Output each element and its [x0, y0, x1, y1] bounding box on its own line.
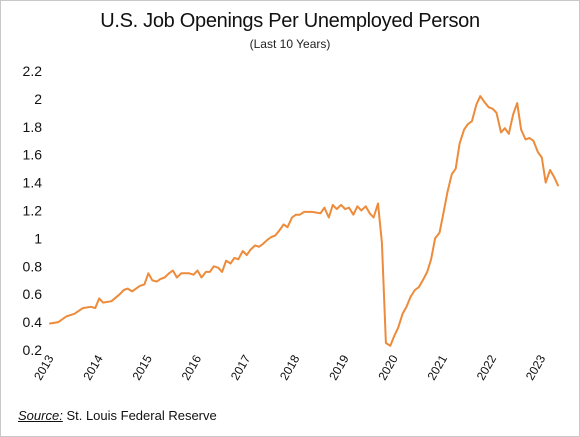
x-tick-label: 2020 — [375, 352, 401, 382]
x-tick-label: 2015 — [129, 352, 155, 382]
y-tick-label: 0.6 — [23, 286, 43, 302]
y-tick-label: 0.2 — [23, 342, 43, 358]
y-tick-label: 1.2 — [23, 203, 43, 219]
chart-title: U.S. Job Openings Per Unemployed Person — [100, 10, 480, 32]
y-tick-label: 1 — [34, 230, 42, 246]
y-tick-label: 0.4 — [23, 314, 43, 330]
chart-subtitle: (Last 10 Years) — [249, 37, 331, 51]
x-axis: 2013 2014 2015 2016 2017 2018 2019 2020 2021 2022… — [31, 352, 548, 382]
source-note: Source: St. Louis Federal Reserve — [18, 408, 217, 423]
y-tick-label: 1.4 — [23, 175, 43, 191]
x-tick-label: 2019 — [326, 352, 352, 382]
x-tick-label: 2022 — [474, 352, 500, 382]
source-text: St. Louis Federal Reserve — [66, 408, 217, 423]
x-tick-label: 2016 — [179, 352, 205, 382]
y-tick-label: 0.8 — [23, 258, 43, 274]
series-layer — [49, 95, 559, 347]
y-tick-label: 1.6 — [23, 147, 43, 163]
y-tick-label: 2.2 — [23, 63, 43, 79]
x-tick-label: 2023 — [523, 352, 549, 382]
x-tick-label: 2021 — [425, 352, 451, 382]
x-tick-label: 2014 — [80, 352, 106, 382]
x-tick-label: 2017 — [228, 352, 254, 382]
y-tick-label: 1.8 — [23, 119, 43, 135]
y-axis: 0.2 0.4 0.6 0.8 1 1.2 1.4 1.6 1.8 2 2.2 — [23, 63, 43, 358]
source-label: Source: — [18, 408, 63, 423]
series-line — [49, 95, 559, 347]
x-tick-label: 2018 — [277, 352, 303, 382]
y-tick-label: 2 — [34, 91, 42, 107]
